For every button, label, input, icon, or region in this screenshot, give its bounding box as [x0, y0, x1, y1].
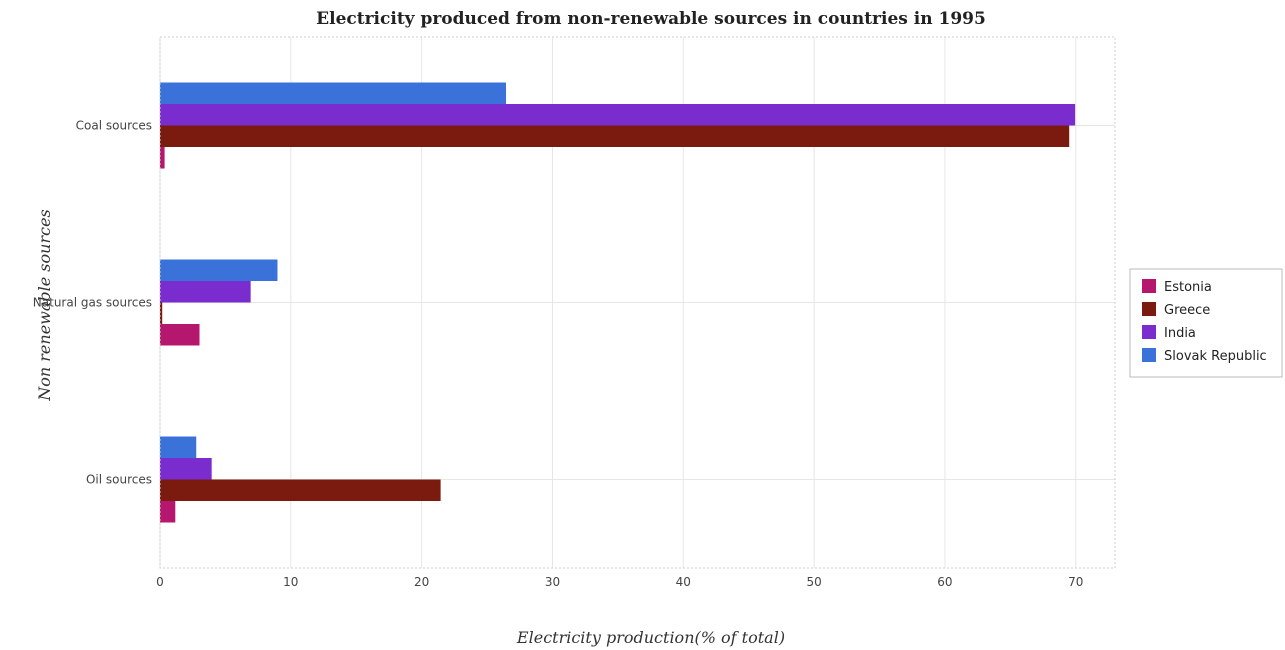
y-tick-label: Oil sources [86, 473, 152, 487]
y-axis-label: Non renewable sources [35, 209, 54, 402]
legend: Estonia Greece India Slovak Republic [1129, 268, 1283, 378]
bar-estonia-2 [160, 501, 176, 523]
legend-label: Greece [1164, 303, 1210, 318]
bar-estonia-1 [160, 324, 200, 346]
bar-india-1 [160, 281, 251, 303]
bar-slovak-republic-1 [160, 259, 278, 281]
legend-label: Slovak Republic [1164, 349, 1267, 364]
x-tick-label: 30 [545, 575, 560, 589]
chart-title: Electricity produced from non-renewable … [316, 9, 986, 29]
y-tick-label: Natural gas sources [33, 296, 152, 310]
bar-greece-2 [160, 479, 441, 501]
legend-swatch [1142, 348, 1156, 362]
bar-india-2 [160, 458, 212, 480]
x-tick-label: 0 [156, 575, 164, 589]
bar-india-0 [160, 104, 1076, 126]
legend-swatch [1142, 279, 1156, 293]
legend-label: India [1164, 326, 1196, 341]
x-tick-label: 40 [676, 575, 691, 589]
legend-label: Estonia [1164, 280, 1212, 295]
x-tick-label: 70 [1068, 575, 1083, 589]
bar-slovak-republic-0 [160, 82, 507, 104]
x-tick-label: 10 [283, 575, 298, 589]
x-tick-label: 20 [414, 575, 429, 589]
bar-greece-1 [160, 302, 163, 324]
legend-swatch [1142, 302, 1156, 316]
plot-area: 0 10 20 30 40 50 60 70 Coal sources Natural gas s… [33, 36, 1116, 589]
y-tick-label: Coal sources [76, 119, 152, 133]
x-axis-label: Electricity production(% of total) [516, 628, 785, 647]
bar-greece-0 [160, 125, 1070, 147]
plot-frame [159, 36, 1116, 569]
bar-estonia-0 [160, 147, 165, 169]
x-tick-label: 60 [937, 575, 952, 589]
legend-swatch [1142, 325, 1156, 339]
x-tick-label: 50 [806, 575, 821, 589]
bar-slovak-republic-2 [160, 436, 197, 458]
